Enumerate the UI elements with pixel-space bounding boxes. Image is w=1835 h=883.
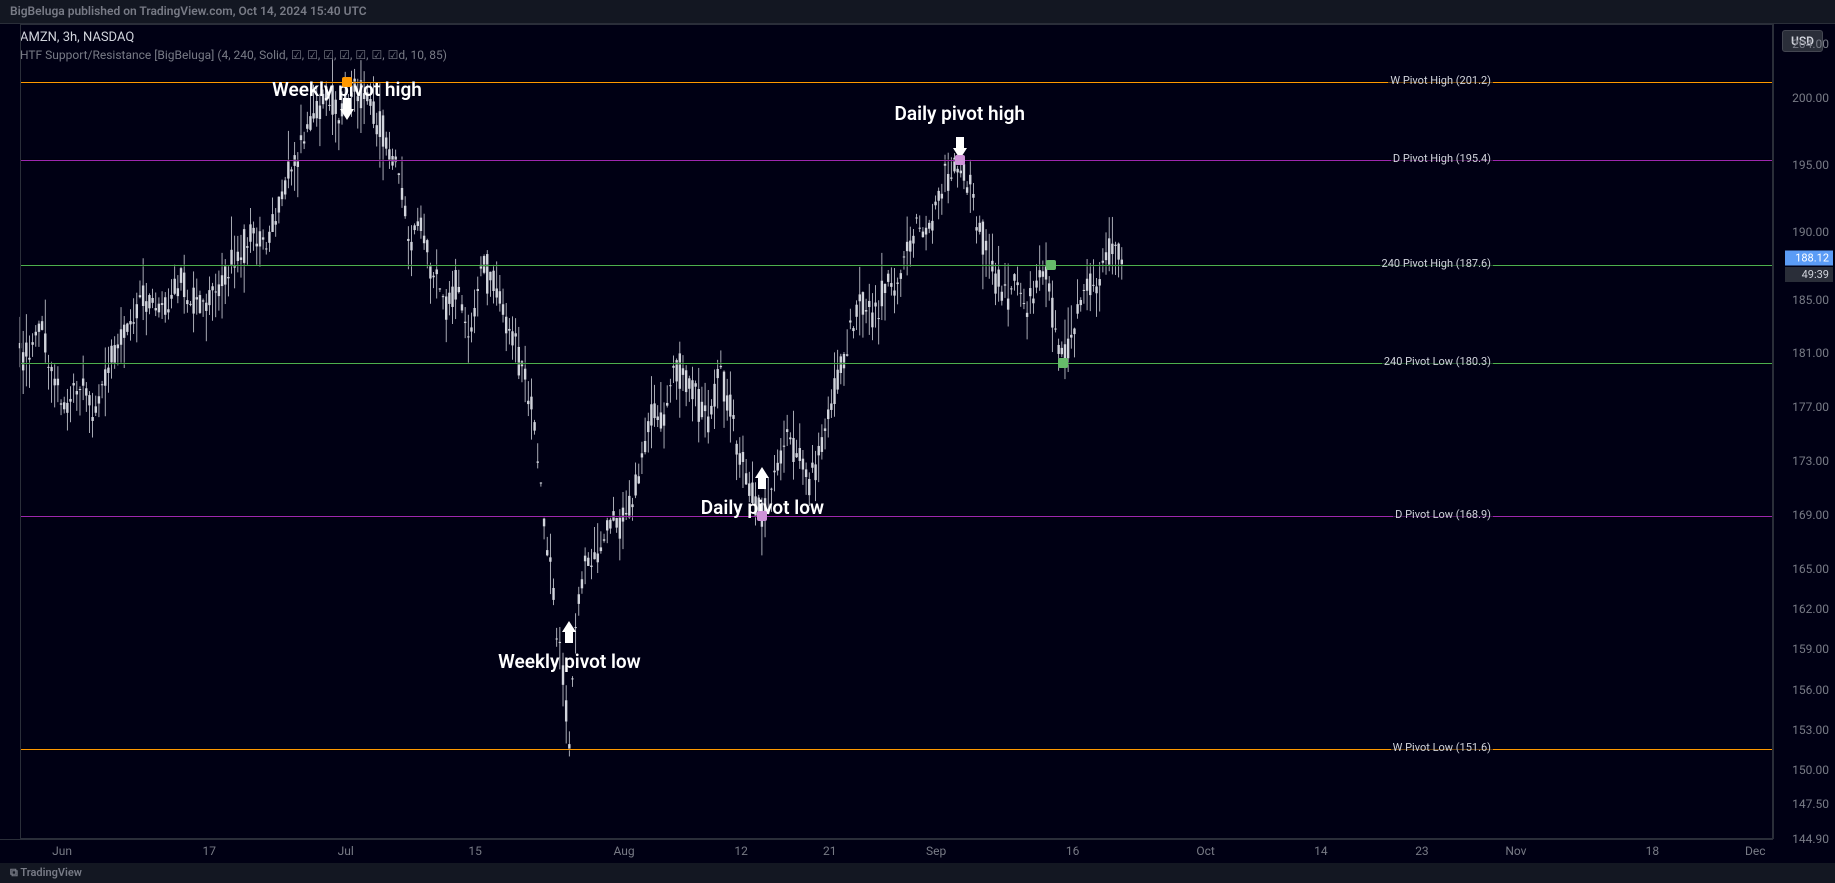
price-tick: 162.00 [1792,602,1829,616]
time-scale[interactable]: Jun 17 Jul 15 Aug 12 21 Sep 16 Oct 14 23 Nov 18 Dec [0,839,1773,863]
time-tick: Jul [338,844,354,858]
pivot-marker [342,77,352,87]
time-tick: Aug [614,844,635,858]
pivot-marker [1058,358,1068,368]
countdown-badge: 49:39 [1785,267,1833,282]
pivot-marker [757,511,767,521]
price-tick: 165.00 [1792,562,1829,576]
arrow-up-icon [755,467,769,478]
price-tick: 156.00 [1792,683,1829,697]
pivot-marker [955,155,965,165]
price-tick: 147.50 [1792,797,1829,811]
price-tick: 190.00 [1792,225,1829,239]
price-tick: 204.00 [1792,37,1829,51]
price-tick: 159.00 [1792,642,1829,656]
price-tick: 181.00 [1792,346,1829,360]
price-tick: 173.00 [1792,454,1829,468]
pivot-line-label: D Pivot High (195.4) [1391,152,1493,165]
time-tick: 15 [468,844,482,858]
candlestick-series [0,24,1773,839]
pivot-line-label: W Pivot High (201.2) [1388,74,1493,87]
pivot-line-label: 240 Pivot High (187.6) [1380,257,1493,270]
price-tick: 153.00 [1792,723,1829,737]
time-tick: 17 [202,844,216,858]
pivot-line-label: D Pivot Low (168.9) [1393,508,1493,521]
current-price-badge: 188.12 [1785,250,1833,265]
time-tick: Sep [926,844,946,858]
time-tick: 14 [1314,844,1328,858]
annotation-text: Daily pivot high [895,102,1025,125]
annotation-text: Weekly pivot low [498,650,641,673]
brand-label: TradingView [20,866,82,879]
pivot-marker [1046,260,1056,270]
time-tick: Dec [1745,844,1766,858]
time-tick: Jun [52,844,72,858]
price-tick: 200.00 [1792,91,1829,105]
time-tick: 18 [1646,844,1660,858]
time-tick: 12 [734,844,748,858]
time-tick: Nov [1505,844,1526,858]
price-tick: 169.00 [1792,508,1829,522]
price-tick: 150.00 [1792,763,1829,777]
time-tick: 21 [823,844,837,858]
pivot-line-label: 240 Pivot Low (180.3) [1382,355,1493,368]
publish-header: BigBeluga published on TradingView.com, … [0,0,1835,24]
time-tick: 23 [1415,844,1429,858]
arrow-down-icon [340,109,354,120]
time-tick: 16 [1066,844,1080,858]
price-tick: 177.00 [1792,400,1829,414]
footer-bar: ⧉ TradingView [0,863,1835,883]
pivot-line-label: W Pivot Low (151.6) [1391,741,1493,754]
price-tick: 185.00 [1792,293,1829,307]
chart-area[interactable]: W Pivot High (201.2) D Pivot High (195.4)… [0,24,1773,839]
price-scale[interactable]: 204.00 200.00 195.00 190.00 185.00 181.00 177.… [1773,24,1835,839]
arrow-up-icon [562,621,576,632]
time-tick: Oct [1196,844,1214,858]
tradingview-logo-icon: ⧉ [10,866,20,879]
price-tick: 144.90 [1792,832,1829,846]
price-tick: 195.00 [1792,158,1829,172]
publish-info-text: BigBeluga published on TradingView.com, … [10,4,367,18]
